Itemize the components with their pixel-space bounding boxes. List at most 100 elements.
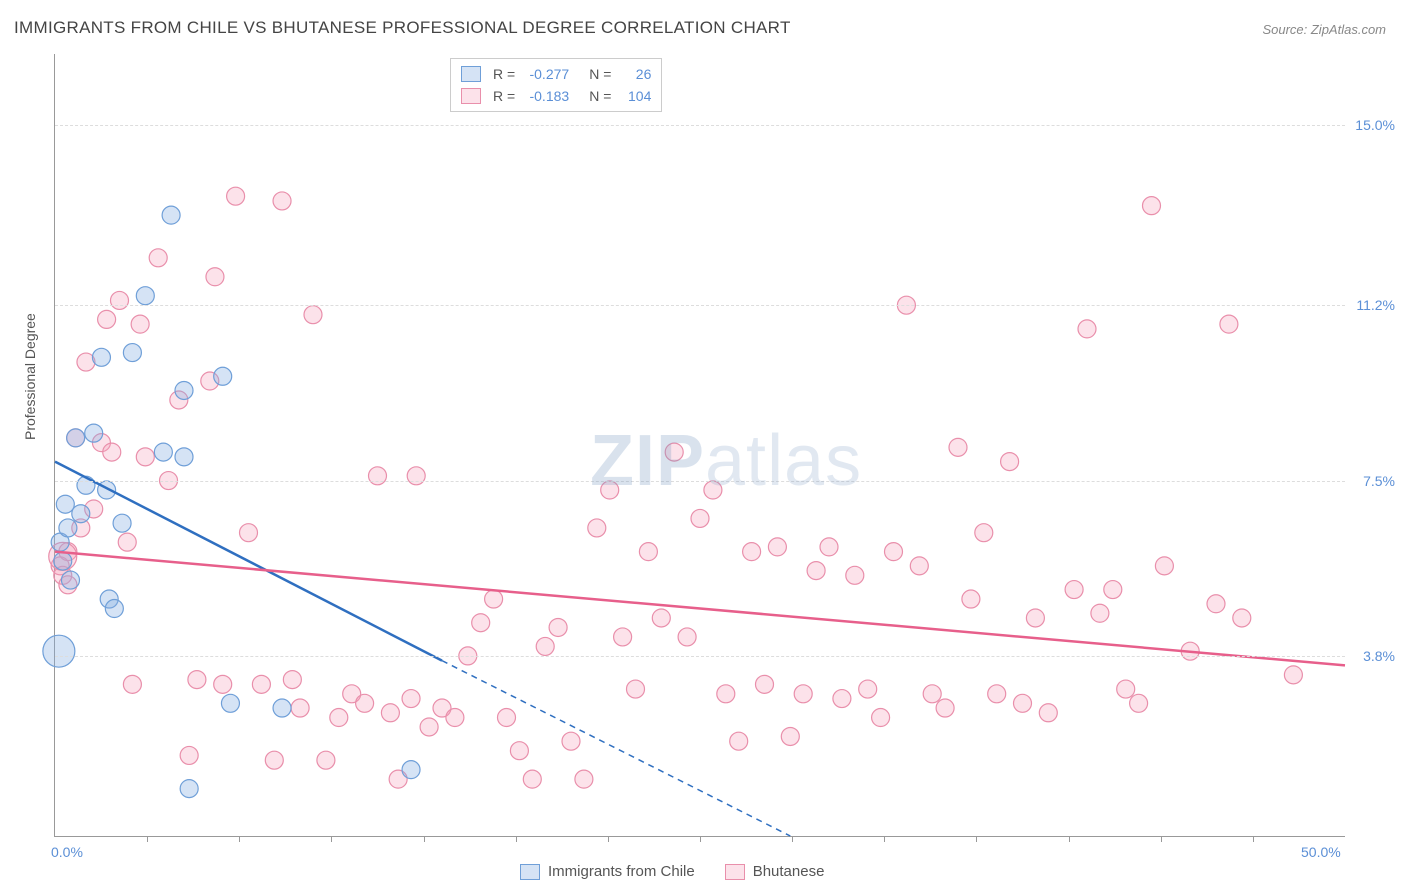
data-point [175, 448, 193, 466]
data-point [136, 287, 154, 305]
y-tick-label: 3.8% [1363, 648, 1395, 664]
y-tick-label: 15.0% [1355, 117, 1395, 133]
data-point [704, 481, 722, 499]
gridline [55, 125, 1345, 126]
data-point [72, 505, 90, 523]
y-axis-label: Professional Degree [22, 313, 38, 440]
x-tick [1161, 836, 1162, 842]
data-point [283, 671, 301, 689]
data-point [1284, 666, 1302, 684]
data-point [103, 443, 121, 461]
data-point [472, 614, 490, 632]
x-tick [792, 836, 793, 842]
data-point [1078, 320, 1096, 338]
legend-swatch [461, 88, 481, 104]
data-point [356, 694, 374, 712]
y-tick-label: 7.5% [1363, 473, 1395, 489]
x-tick [516, 836, 517, 842]
data-point [273, 192, 291, 210]
gridline [55, 305, 1345, 306]
data-point [1014, 694, 1032, 712]
data-point [54, 552, 72, 570]
data-point [575, 770, 593, 788]
data-point [910, 557, 928, 575]
data-point [59, 519, 77, 537]
data-point [1143, 197, 1161, 215]
data-point [614, 628, 632, 646]
data-point [1207, 595, 1225, 613]
r-value: -0.183 [521, 85, 569, 107]
y-tick-label: 11.2% [1356, 297, 1395, 313]
data-point [1117, 680, 1135, 698]
data-point [85, 424, 103, 442]
data-point [123, 675, 141, 693]
data-point [885, 543, 903, 561]
data-point [206, 268, 224, 286]
x-tick [976, 836, 977, 842]
n-label: N = [589, 63, 611, 85]
data-point [665, 443, 683, 461]
data-point [781, 727, 799, 745]
data-point [1104, 581, 1122, 599]
legend-stat-row: R =-0.183N =104 [461, 85, 651, 107]
x-tick [1069, 836, 1070, 842]
data-point [154, 443, 172, 461]
legend-swatch [520, 864, 540, 880]
data-point [265, 751, 283, 769]
r-label: R = [493, 63, 515, 85]
legend-stat-row: R = -0.277 N = 26 [461, 63, 651, 85]
data-point [1001, 453, 1019, 471]
data-point [92, 348, 110, 366]
legend-label: Immigrants from Chile [548, 863, 695, 880]
data-point [180, 746, 198, 764]
data-point [402, 690, 420, 708]
data-point [794, 685, 812, 703]
x-tick [424, 836, 425, 842]
data-point [730, 732, 748, 750]
data-point [221, 694, 239, 712]
data-point [162, 206, 180, 224]
data-point [136, 448, 154, 466]
data-point [562, 732, 580, 750]
chart-title: IMMIGRANTS FROM CHILE VS BHUTANESE PROFE… [14, 18, 791, 38]
data-point [949, 438, 967, 456]
n-value: 104 [617, 85, 651, 107]
data-point [56, 495, 74, 513]
data-point [369, 467, 387, 485]
data-point [1091, 604, 1109, 622]
r-value: -0.277 [521, 63, 569, 85]
data-point [807, 562, 825, 580]
data-point [214, 367, 232, 385]
n-value: 26 [617, 63, 651, 85]
data-point [936, 699, 954, 717]
data-point [1130, 694, 1148, 712]
x-tick [331, 836, 332, 842]
data-point [743, 543, 761, 561]
series-legend: Immigrants from Chile Bhutanese [520, 863, 824, 880]
data-point [549, 618, 567, 636]
data-point [627, 680, 645, 698]
data-point [536, 637, 554, 655]
data-point [1233, 609, 1251, 627]
data-point [252, 675, 270, 693]
data-point [446, 709, 464, 727]
data-point [859, 680, 877, 698]
data-point [118, 533, 136, 551]
gridline [55, 656, 1345, 657]
data-point [975, 524, 993, 542]
data-point [846, 566, 864, 584]
data-point [317, 751, 335, 769]
x-tick [1253, 836, 1254, 842]
data-point [691, 509, 709, 527]
data-point [180, 780, 198, 798]
data-point [601, 481, 619, 499]
legend-label: Bhutanese [753, 863, 825, 880]
data-point [175, 381, 193, 399]
data-point [240, 524, 258, 542]
legend-item: Immigrants from Chile [520, 863, 695, 880]
legend-swatch [461, 66, 481, 82]
n-label: N = [589, 85, 611, 107]
x-tick [608, 836, 609, 842]
data-point [768, 538, 786, 556]
data-point [498, 709, 516, 727]
